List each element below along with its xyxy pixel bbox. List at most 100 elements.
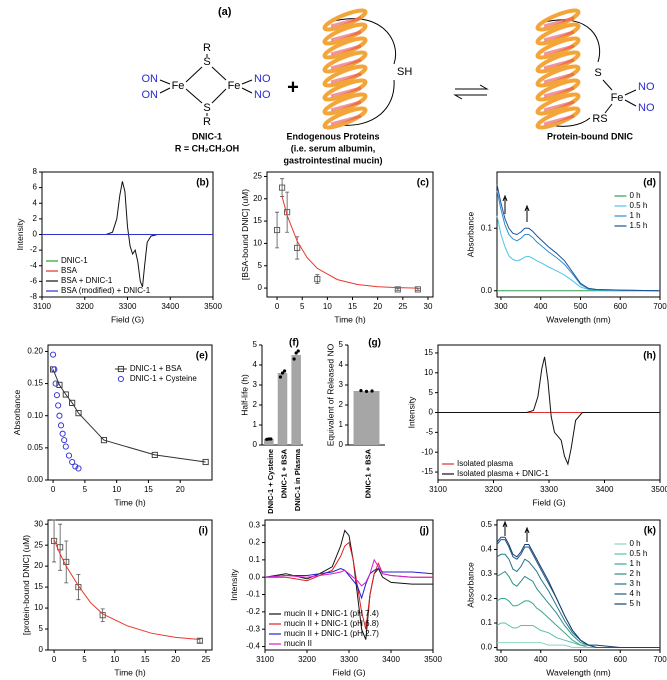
y-tick-label: -10 <box>421 447 433 456</box>
ligand: NO <box>254 73 271 85</box>
x-tick-label: 20 <box>176 485 185 494</box>
panel-label: (i) <box>199 526 208 537</box>
point <box>279 184 286 191</box>
helix-strand <box>543 100 575 112</box>
plus: + <box>287 76 299 98</box>
y-tick-label: 0 <box>253 440 258 449</box>
legend-label: mucin II <box>284 639 312 648</box>
panel-label: (c) <box>417 178 429 189</box>
bond <box>211 66 227 81</box>
legend-label: DNIC-1 <box>61 256 88 265</box>
point <box>62 443 69 450</box>
arrow <box>524 204 530 222</box>
helix-turn <box>322 22 368 46</box>
replicate-point <box>278 375 283 379</box>
replicate-point <box>269 437 273 441</box>
replicate-point <box>282 369 287 373</box>
y-tick-label: 20 <box>34 561 43 570</box>
x-axis-label: Time (h) <box>114 497 145 507</box>
y-tick-label: 4 <box>339 360 344 369</box>
point <box>75 410 82 417</box>
y-tick-label: 0 <box>39 645 44 654</box>
y-tick-label: -8 <box>30 292 38 301</box>
y-tick-label: 10 <box>253 239 262 248</box>
atom: Fe <box>228 80 241 92</box>
bond <box>241 87 253 94</box>
x-tick-label: 3300 <box>340 655 358 664</box>
ligand: ON <box>142 89 159 101</box>
protein-title: Endogenous Proteins <box>286 131 379 141</box>
point <box>294 244 301 251</box>
y-tick-label: 0.0 <box>481 286 493 295</box>
x-tick-label: 10 <box>110 655 119 664</box>
error-bar <box>275 211 280 249</box>
legend-label: mucin II + DNIC-1 (pH 6.8) <box>284 619 379 628</box>
point <box>56 412 63 419</box>
atom: RS <box>592 113 607 125</box>
bar <box>264 439 274 445</box>
x-tick-label: 3500 <box>424 655 442 664</box>
y-axis-label: [BSA-bound DNIC] (uM) <box>240 189 250 280</box>
helix-strand <box>330 114 362 126</box>
y-tick-label: 15 <box>424 348 433 357</box>
x-tick-label: 3400 <box>161 302 179 311</box>
point <box>56 381 63 388</box>
legend-label: 1 h <box>630 559 641 568</box>
legend-label: 2 h <box>630 569 641 578</box>
legend-label: DNIC-1 + BSA <box>130 364 182 373</box>
point <box>51 366 58 373</box>
y-tick-label: 0.3 <box>249 520 261 529</box>
bond <box>185 88 203 104</box>
series-line <box>496 215 660 292</box>
helix-strand <box>330 100 362 112</box>
legend-label: 0.5 h <box>630 549 648 558</box>
y-tick-label: -0.2 <box>246 607 260 616</box>
point <box>69 399 76 406</box>
bar <box>277 373 288 445</box>
x-tick-label: 500 <box>574 302 588 311</box>
helix-strand <box>543 86 575 98</box>
trend-arrows <box>502 194 530 542</box>
x-tick-label: 300 <box>494 302 508 311</box>
point <box>394 286 401 293</box>
error-bar <box>64 540 69 584</box>
y-tick-label: 25 <box>34 540 43 549</box>
plot-frame <box>47 344 213 481</box>
y-tick-label: 0 <box>429 408 434 417</box>
protein-chain <box>329 18 396 126</box>
x-tick-label: 10 <box>323 302 332 311</box>
y-tick-label: 5 <box>258 261 263 270</box>
helix-turn <box>322 50 368 74</box>
replicate-point <box>370 389 374 393</box>
x-tick-label: 15 <box>348 302 357 311</box>
atom: S <box>203 56 210 68</box>
y-tick-label: 2 <box>33 214 38 223</box>
legend-label: 1 h <box>630 211 641 220</box>
x-tick-label: 500 <box>574 655 588 664</box>
equilibrium-arrows <box>453 84 489 100</box>
y-axis-label: Equivalent of Released NO <box>326 343 336 446</box>
x-tick-label: 400 <box>534 302 548 311</box>
plot-frame <box>47 519 213 651</box>
y-tick-label: 0.1 <box>249 555 261 564</box>
plot-frame <box>496 171 661 298</box>
arrow <box>502 520 508 536</box>
y-tick-label: 1 <box>253 420 258 429</box>
bond <box>624 89 637 96</box>
ligand: NO <box>638 102 655 114</box>
y-tick-label: 0.0 <box>249 572 261 581</box>
point <box>274 226 281 234</box>
y-tick-label: 0.10 <box>27 411 43 420</box>
helix-strand <box>330 30 362 42</box>
replicate-point <box>359 389 363 393</box>
x-tick-label: 600 <box>614 655 628 664</box>
x-tick-label: 600 <box>614 302 628 311</box>
y-tick-label: 0 <box>339 440 344 449</box>
point <box>196 637 203 644</box>
y-tick-label: 4 <box>253 360 258 369</box>
replicate-point <box>296 349 300 353</box>
error-bar <box>76 574 81 601</box>
helix-turn <box>535 22 581 46</box>
point <box>50 351 57 358</box>
